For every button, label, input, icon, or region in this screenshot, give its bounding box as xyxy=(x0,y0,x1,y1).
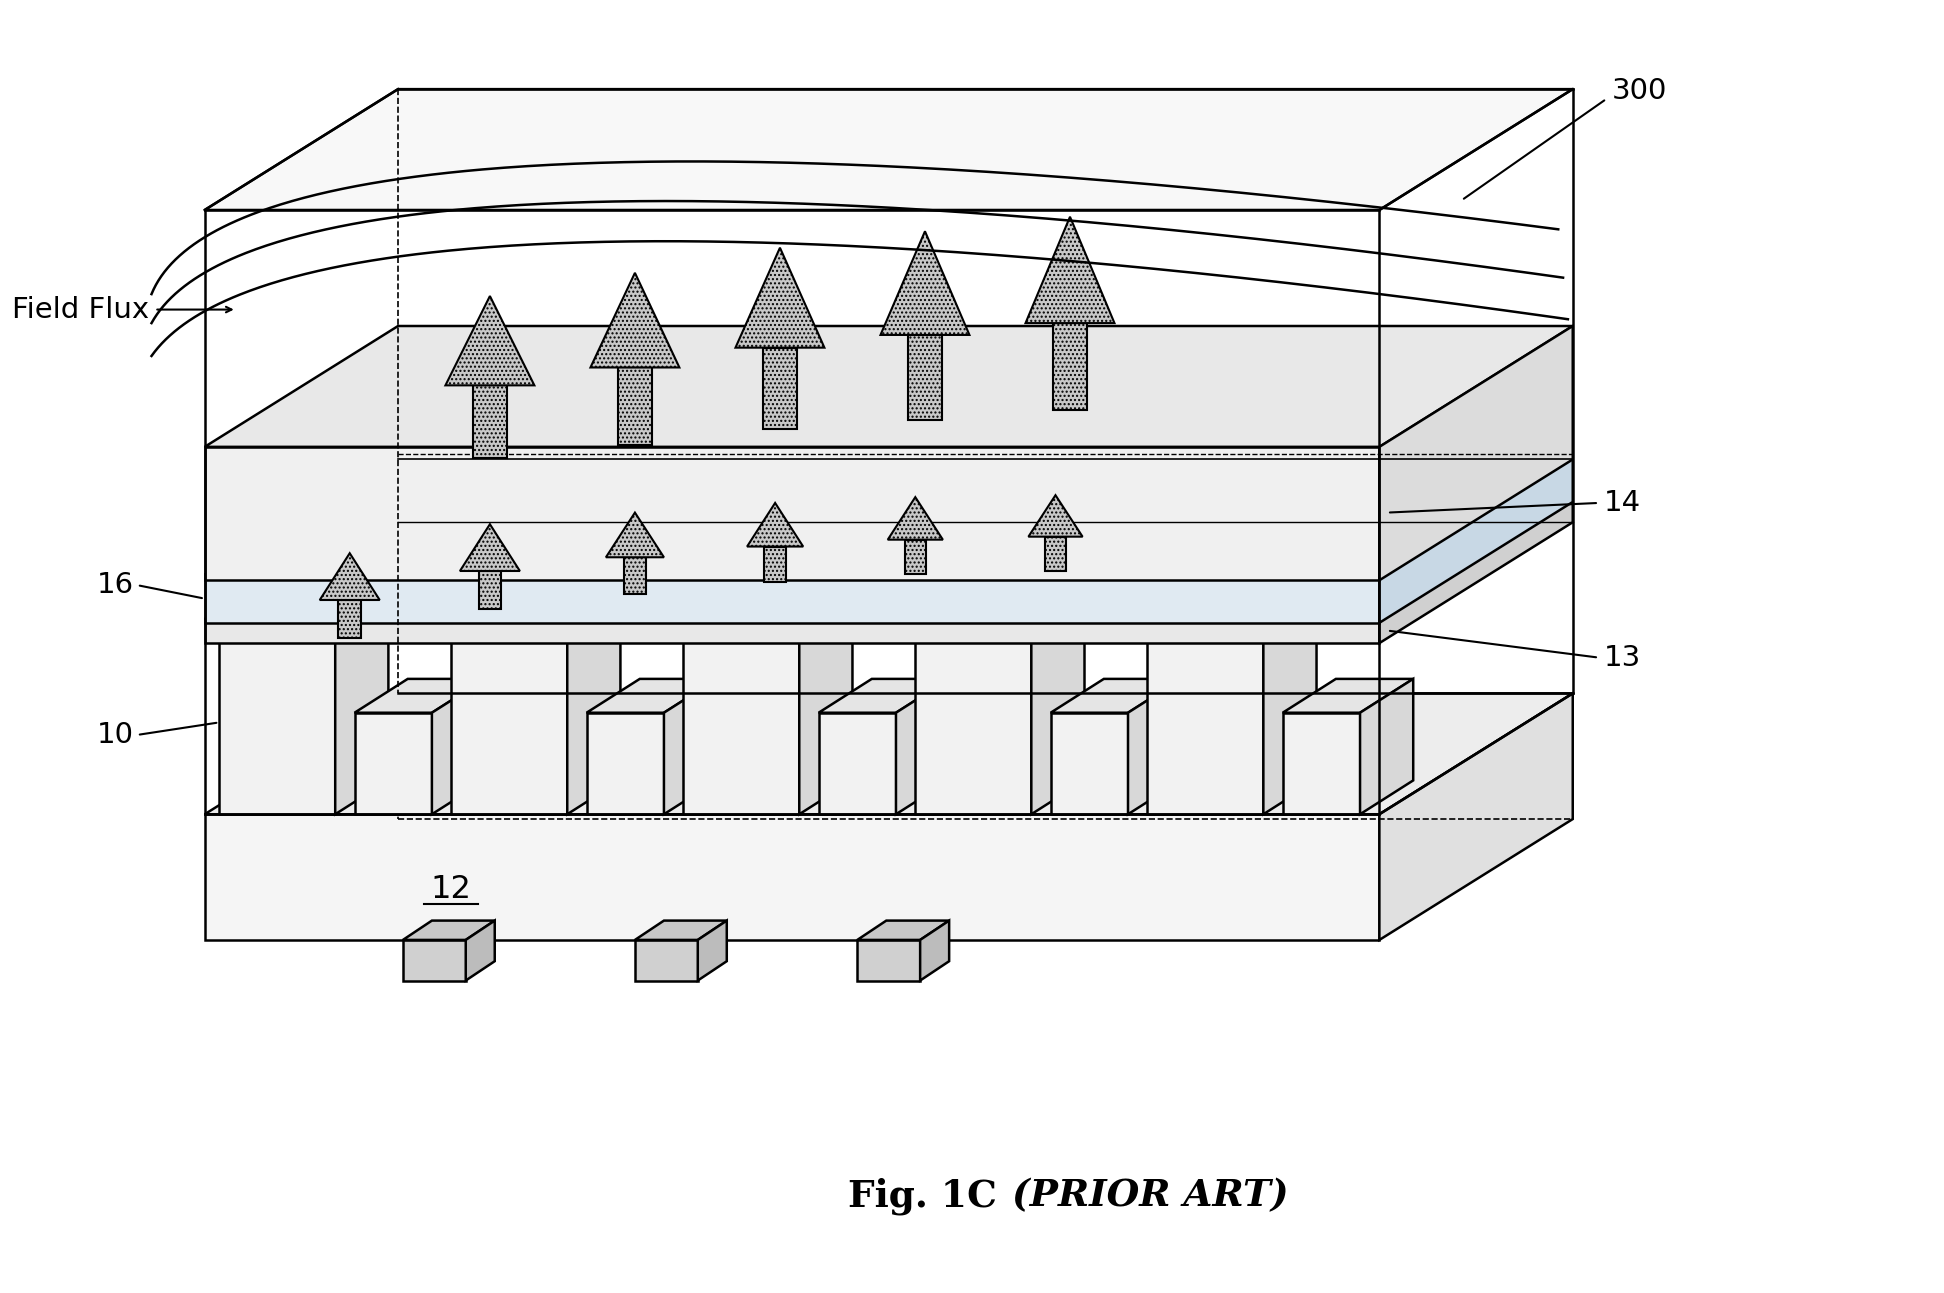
Polygon shape xyxy=(587,712,665,815)
Polygon shape xyxy=(1128,679,1182,815)
Polygon shape xyxy=(916,601,1085,635)
Polygon shape xyxy=(568,601,620,815)
Polygon shape xyxy=(591,273,678,367)
Polygon shape xyxy=(1032,601,1085,815)
Polygon shape xyxy=(1050,712,1128,815)
Polygon shape xyxy=(1264,601,1316,815)
Polygon shape xyxy=(1283,679,1413,712)
Polygon shape xyxy=(1147,601,1316,635)
Polygon shape xyxy=(1380,454,1573,623)
Polygon shape xyxy=(920,921,949,980)
Text: 13: 13 xyxy=(1604,644,1641,671)
Polygon shape xyxy=(467,921,494,980)
Polygon shape xyxy=(461,524,519,572)
Polygon shape xyxy=(204,447,1380,581)
Polygon shape xyxy=(1054,323,1087,410)
Polygon shape xyxy=(746,503,803,547)
Text: Field Flux: Field Flux xyxy=(12,296,150,323)
Polygon shape xyxy=(402,940,467,980)
Polygon shape xyxy=(204,498,1573,619)
Polygon shape xyxy=(764,547,785,582)
Polygon shape xyxy=(607,512,665,557)
Polygon shape xyxy=(636,921,727,940)
Polygon shape xyxy=(735,248,824,348)
Polygon shape xyxy=(1026,217,1114,323)
Polygon shape xyxy=(818,679,949,712)
Polygon shape xyxy=(1147,635,1264,815)
Polygon shape xyxy=(354,712,432,815)
Polygon shape xyxy=(478,572,502,609)
Polygon shape xyxy=(857,921,949,940)
Polygon shape xyxy=(698,921,727,980)
Polygon shape xyxy=(220,601,389,635)
Polygon shape xyxy=(587,679,717,712)
Polygon shape xyxy=(799,601,853,815)
Polygon shape xyxy=(1283,712,1361,815)
Polygon shape xyxy=(636,940,698,980)
Polygon shape xyxy=(1380,498,1573,643)
Polygon shape xyxy=(220,635,334,815)
Polygon shape xyxy=(1028,495,1083,537)
Polygon shape xyxy=(1050,679,1182,712)
Polygon shape xyxy=(1361,679,1413,815)
Polygon shape xyxy=(682,601,853,635)
Polygon shape xyxy=(881,231,970,335)
Polygon shape xyxy=(916,635,1032,815)
Polygon shape xyxy=(764,348,797,429)
Polygon shape xyxy=(334,601,389,815)
Polygon shape xyxy=(451,635,568,815)
Text: 300: 300 xyxy=(1612,78,1666,105)
Polygon shape xyxy=(338,600,362,639)
Polygon shape xyxy=(472,385,507,459)
Polygon shape xyxy=(857,940,920,980)
Polygon shape xyxy=(818,712,896,815)
Text: 10: 10 xyxy=(97,721,134,749)
Polygon shape xyxy=(204,89,1573,209)
Polygon shape xyxy=(888,497,943,539)
Polygon shape xyxy=(445,296,535,385)
Polygon shape xyxy=(204,693,1573,815)
Polygon shape xyxy=(319,553,379,600)
Text: Fig. 1C: Fig. 1C xyxy=(848,1178,997,1215)
Polygon shape xyxy=(432,679,486,815)
Polygon shape xyxy=(1380,693,1573,940)
Polygon shape xyxy=(354,679,486,712)
Polygon shape xyxy=(1046,537,1065,570)
Text: (PRIOR ART): (PRIOR ART) xyxy=(1013,1178,1289,1214)
Polygon shape xyxy=(402,921,494,940)
Polygon shape xyxy=(1380,326,1573,581)
Polygon shape xyxy=(618,367,651,445)
Polygon shape xyxy=(204,454,1573,574)
Text: 14: 14 xyxy=(1604,489,1641,517)
Polygon shape xyxy=(204,619,1380,643)
Polygon shape xyxy=(896,679,949,815)
Polygon shape xyxy=(904,539,925,574)
Polygon shape xyxy=(204,815,1380,940)
Polygon shape xyxy=(451,601,620,635)
Polygon shape xyxy=(204,574,1380,623)
Polygon shape xyxy=(204,326,1573,447)
Text: 16: 16 xyxy=(97,572,134,599)
Polygon shape xyxy=(682,635,799,815)
Polygon shape xyxy=(908,335,943,420)
Text: 12: 12 xyxy=(432,874,472,905)
Polygon shape xyxy=(624,557,645,593)
Polygon shape xyxy=(665,679,717,815)
